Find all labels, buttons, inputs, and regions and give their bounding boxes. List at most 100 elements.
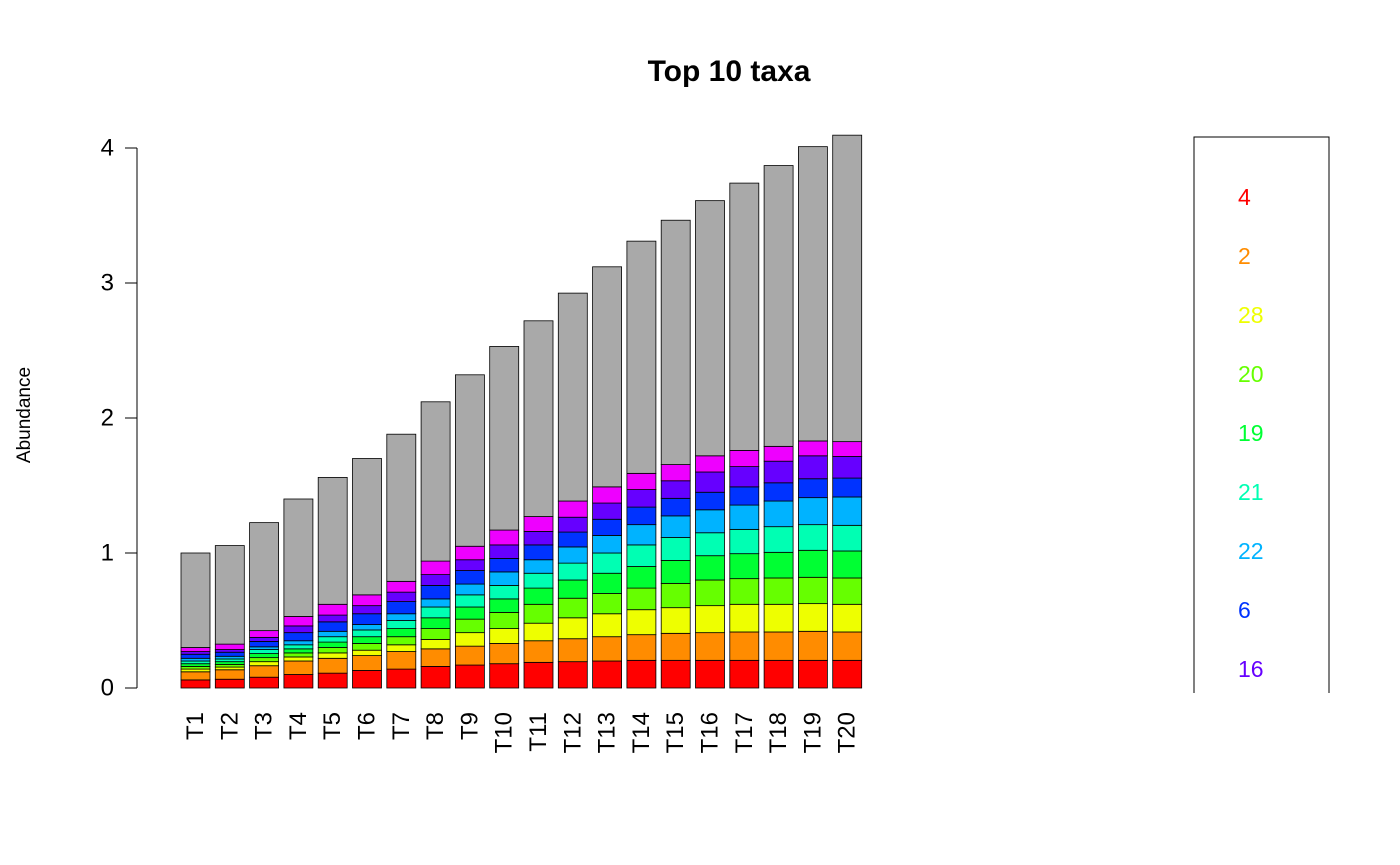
bar-segment bbox=[420, 606, 451, 619]
bar-segment bbox=[386, 644, 417, 652]
bar-segment bbox=[454, 374, 485, 547]
bar-segment bbox=[283, 498, 314, 617]
bar-segment bbox=[832, 441, 863, 457]
bar-segment bbox=[832, 496, 863, 526]
bar-segment bbox=[420, 585, 451, 600]
bar-segment bbox=[283, 644, 314, 650]
bar-segment bbox=[523, 572, 554, 589]
bar-segment bbox=[832, 477, 863, 498]
y-tick-label: 4 bbox=[101, 135, 114, 162]
x-tick-label: T11 bbox=[525, 712, 552, 752]
bar-segment bbox=[386, 668, 417, 689]
bar-segment bbox=[592, 552, 622, 574]
bar-segment bbox=[557, 562, 588, 581]
bar-segment bbox=[592, 572, 622, 594]
bar-segment bbox=[832, 659, 863, 689]
bar-segment bbox=[283, 674, 314, 689]
bar-segment bbox=[660, 632, 691, 661]
bar-segment bbox=[454, 606, 485, 620]
bar-segment bbox=[386, 601, 417, 615]
x-axis-tick-labels: T1 T2 T3 T4 T5 T6 T7 T8 T9 T10 T11 T12 T13 T14 T15 T16 T… bbox=[182, 712, 861, 753]
bar-segment bbox=[729, 504, 760, 530]
bar-segment bbox=[454, 618, 485, 634]
legend-entry: 16 bbox=[1238, 656, 1264, 682]
bar-segment bbox=[352, 636, 382, 644]
bar-segment bbox=[832, 456, 863, 479]
x-tick-label: T7 bbox=[388, 712, 415, 740]
legend-entry: 4 bbox=[1238, 184, 1251, 210]
bar-segment bbox=[592, 593, 622, 615]
bar-segment bbox=[420, 666, 451, 689]
bar-segment bbox=[592, 660, 622, 689]
y-tick-label: 0 bbox=[101, 675, 114, 702]
bar-segment bbox=[798, 440, 828, 457]
chart-title: Top 10 taxa bbox=[648, 55, 811, 88]
bar-segment bbox=[660, 537, 691, 561]
bar-segment bbox=[317, 652, 348, 659]
bar-segment bbox=[420, 574, 451, 586]
bar-segment bbox=[317, 630, 348, 638]
bar-segment bbox=[420, 560, 451, 575]
bar-segment bbox=[214, 655, 245, 660]
bar-segment bbox=[763, 659, 794, 689]
bar-segment bbox=[729, 466, 760, 488]
bar-segment bbox=[557, 661, 588, 689]
bar-segment bbox=[214, 661, 245, 665]
legend-box bbox=[1193, 136, 1330, 693]
bar-segment bbox=[798, 455, 828, 480]
bar-segment bbox=[626, 544, 657, 567]
bar-segment bbox=[180, 666, 211, 670]
bar-segment bbox=[695, 605, 725, 634]
bar-segment bbox=[180, 653, 211, 659]
bar-segment bbox=[763, 445, 794, 462]
bar-segment bbox=[454, 645, 485, 666]
bar-segment bbox=[352, 458, 382, 596]
x-tick-label: T10 bbox=[491, 712, 518, 753]
bar-segment bbox=[832, 603, 863, 633]
bar-segment bbox=[557, 579, 588, 599]
bar-segment bbox=[695, 532, 725, 557]
bar-stack bbox=[832, 134, 863, 689]
x-tick-label: T13 bbox=[594, 712, 621, 753]
bar-segment bbox=[214, 649, 245, 653]
bar-segment bbox=[283, 616, 314, 627]
bar-segment bbox=[317, 621, 348, 632]
bar-segment bbox=[489, 544, 520, 559]
bar-segment bbox=[557, 617, 588, 640]
bar-segment bbox=[592, 502, 622, 520]
y-tick-label: 2 bbox=[101, 405, 114, 432]
bar-segment bbox=[214, 658, 245, 663]
bar-segment bbox=[592, 518, 622, 536]
bar-segment bbox=[695, 471, 725, 493]
bar-stack bbox=[420, 401, 451, 689]
bar-segment bbox=[420, 639, 451, 650]
bar-segment bbox=[454, 632, 485, 647]
bar-stack bbox=[729, 182, 760, 689]
bar-stack bbox=[660, 219, 691, 689]
bar-segment bbox=[317, 641, 348, 648]
x-tick-label: T17 bbox=[731, 712, 758, 753]
bar-segment bbox=[454, 545, 485, 561]
x-tick-label: T12 bbox=[559, 712, 586, 753]
bar-segment bbox=[798, 497, 828, 526]
bar-segment bbox=[695, 659, 725, 689]
bar-segment bbox=[214, 545, 245, 645]
bar-segment bbox=[386, 628, 417, 638]
x-tick-label: T3 bbox=[251, 712, 278, 740]
bar-segment bbox=[180, 668, 211, 673]
bar-segment bbox=[763, 526, 794, 553]
bar-segment bbox=[352, 643, 382, 651]
bar-segment bbox=[489, 663, 520, 689]
bar-segment bbox=[523, 544, 554, 561]
bar-segment bbox=[592, 535, 622, 554]
legend-entry: 19 bbox=[1238, 420, 1264, 446]
bar-segment bbox=[283, 632, 314, 642]
bar-stack bbox=[626, 240, 657, 689]
bar-segment bbox=[660, 497, 691, 517]
bar-segment bbox=[626, 489, 657, 508]
bar-segment bbox=[386, 620, 417, 630]
bar-segment bbox=[214, 666, 245, 671]
bar-segment bbox=[352, 624, 382, 631]
bar-segment bbox=[352, 649, 382, 657]
bar-stack bbox=[763, 165, 794, 689]
